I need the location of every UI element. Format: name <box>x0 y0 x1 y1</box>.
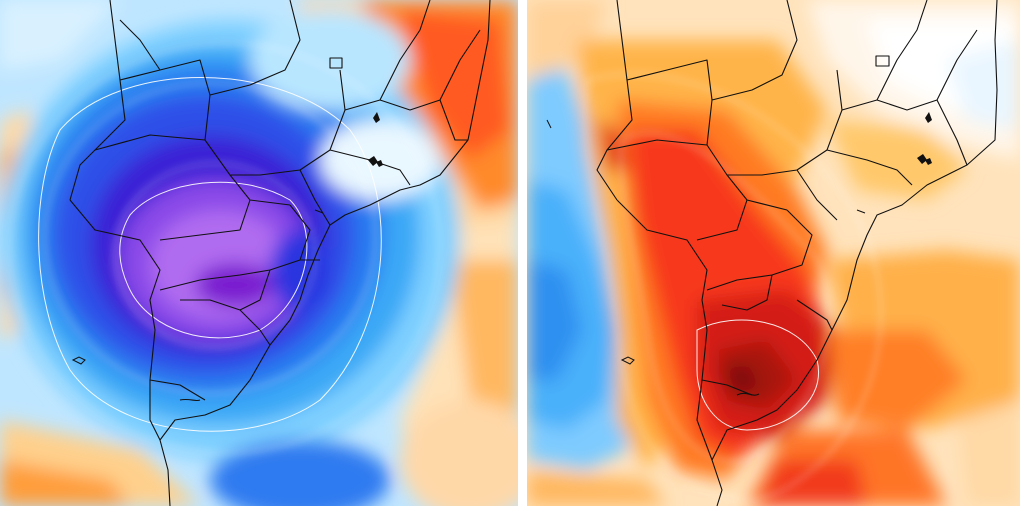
right-map-svg <box>527 0 1020 506</box>
panel-divider <box>518 0 527 506</box>
left-map-svg <box>0 0 518 506</box>
right-contour-lines-sharp <box>696 319 819 431</box>
left-contour-lines <box>9 42 441 454</box>
left-map-panel-cold-anomaly <box>0 0 518 506</box>
right-contour-lines <box>584 73 882 501</box>
left-lake-markers <box>368 112 383 167</box>
right-political-borders <box>596 0 998 506</box>
right-small-features <box>546 119 866 365</box>
right-lake-markers <box>917 112 932 165</box>
left-small-features <box>71 209 324 365</box>
left-contour-lines-sharp <box>38 77 382 432</box>
right-map-panel-warm-anomaly <box>527 0 1020 506</box>
left-political-borders <box>69 0 491 506</box>
right-anomaly-field <box>527 0 1020 506</box>
